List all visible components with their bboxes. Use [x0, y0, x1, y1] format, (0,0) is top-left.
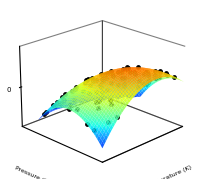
X-axis label: Temperature (K): Temperature (K) — [144, 164, 193, 179]
Y-axis label: Pressure (MPa): Pressure (MPa) — [14, 165, 58, 179]
